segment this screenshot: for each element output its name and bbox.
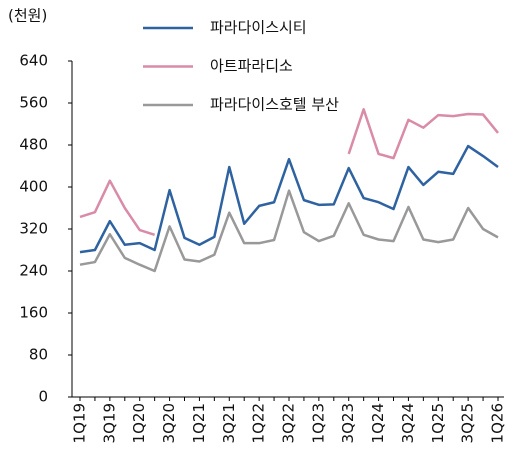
- y-tick-label: 0: [38, 388, 48, 406]
- y-tick-label: 560: [19, 94, 48, 112]
- x-tick-label: 1Q21: [190, 403, 208, 443]
- legend-label: 파라다이스호텔 부산: [210, 96, 339, 114]
- y-tick-label: 160: [19, 304, 48, 322]
- x-tick-label: 3Q19: [100, 403, 118, 443]
- series-line: [79, 189, 499, 273]
- legend-label: 파라다이스시티: [210, 19, 307, 37]
- x-tick-label: 1Q19: [71, 403, 89, 443]
- x-tick-label: 3Q24: [399, 403, 417, 443]
- x-tick-label: 1Q20: [130, 403, 148, 443]
- legend-label: 아트파라디소: [210, 57, 293, 75]
- x-tick-label: 3Q22: [280, 403, 298, 443]
- series-line: [79, 144, 499, 254]
- x-tick-label: 3Q25: [459, 403, 477, 443]
- x-tick-label: 1Q24: [369, 403, 387, 443]
- x-tick-label: 3Q23: [339, 403, 357, 443]
- y-tick-label: 640: [19, 52, 48, 70]
- x-tick-label: 1Q26: [489, 403, 507, 443]
- unit-label: (천원): [8, 7, 47, 25]
- x-tick-label: 3Q20: [160, 403, 178, 443]
- y-tick-label: 480: [19, 136, 48, 154]
- series-line: [79, 108, 499, 236]
- x-tick-label: 3Q21: [220, 403, 238, 443]
- x-tick-label: 1Q23: [309, 403, 327, 443]
- y-tick-label: 320: [19, 220, 48, 238]
- x-tick-label: 1Q22: [250, 403, 268, 443]
- x-tick-label: 1Q25: [429, 403, 447, 443]
- y-tick-label: 240: [19, 262, 48, 280]
- y-tick-label: 80: [29, 346, 48, 364]
- y-tick-label: 400: [19, 178, 48, 196]
